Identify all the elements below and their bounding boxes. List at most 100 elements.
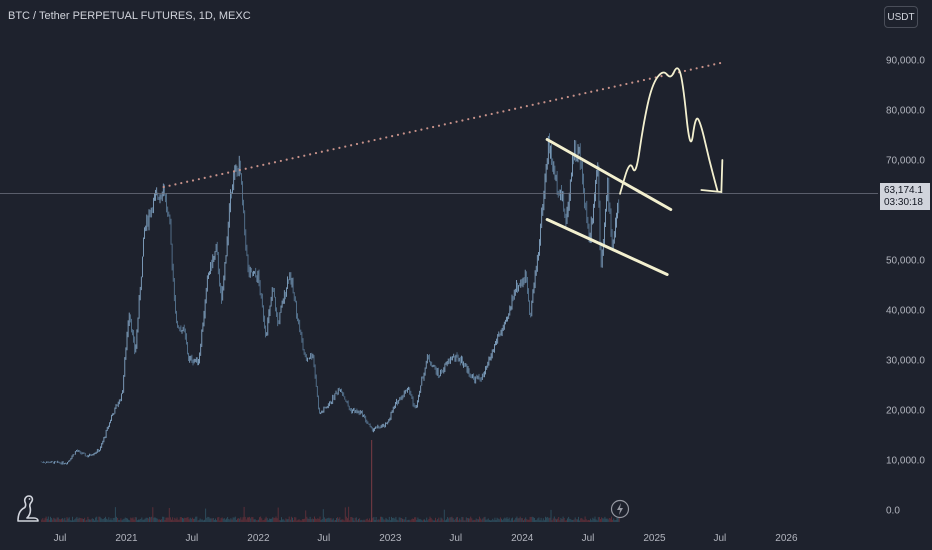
- bar-countdown: 03:30:18: [884, 197, 923, 208]
- volume-bar: [67, 518, 69, 522]
- volume-bar: [537, 518, 539, 522]
- volume-bar: [107, 519, 109, 522]
- volume-bar: [108, 517, 110, 522]
- volume-bar: [139, 519, 141, 522]
- volume-bar: [136, 520, 138, 522]
- volume-bar: [176, 517, 178, 522]
- volume-bar: [233, 517, 235, 522]
- volume-bar: [359, 518, 361, 522]
- volume-bar: [396, 519, 398, 522]
- volume-bar: [169, 517, 171, 522]
- volume-bar: [199, 518, 201, 522]
- volume-bar: [355, 517, 357, 522]
- volume-bar: [79, 517, 81, 522]
- volume-bar: [591, 520, 593, 522]
- volume-bar: [213, 519, 215, 522]
- volume-bar: [371, 440, 373, 522]
- volume-bar: [448, 518, 450, 522]
- volume-bar: [111, 520, 113, 522]
- volume-bar: [128, 519, 130, 522]
- volume-bar: [593, 518, 595, 522]
- volume-bar: [554, 518, 556, 522]
- volume-bar: [246, 517, 248, 522]
- price-axis: 90,000.0 80,000.0 70,000.0 50,000.0 40,000.0…: [886, 56, 925, 517]
- volume-bar: [365, 519, 367, 522]
- volume-bar: [305, 510, 307, 522]
- price-axis-panel[interactable]: [878, 0, 932, 550]
- currency-unit-button[interactable]: USDT: [884, 6, 918, 28]
- volume-bar: [102, 518, 104, 522]
- volume-bar: [424, 519, 426, 522]
- volume-bar: [103, 518, 105, 522]
- tradingview-dino-icon[interactable]: [14, 494, 40, 522]
- lightning-icon[interactable]: [610, 499, 630, 519]
- volume-bar: [362, 520, 364, 522]
- volume-bar: [41, 519, 43, 522]
- symbol-title[interactable]: BTC / Tether PERPETUAL FUTURES, 1D, MEXC: [8, 10, 251, 22]
- volume-bar: [607, 519, 609, 522]
- projection-path[interactable]: [618, 67, 719, 195]
- time-axis-panel[interactable]: [0, 522, 932, 550]
- volume-bar: [318, 518, 320, 522]
- projection-arrowhead[interactable]: [700, 159, 724, 193]
- volume-bar: [614, 520, 616, 522]
- volume-bar: [546, 517, 548, 522]
- volume-bar: [414, 517, 416, 522]
- volume-bar: [308, 519, 310, 522]
- volume-bar: [535, 520, 537, 522]
- volume-bar: [352, 517, 354, 522]
- channel-lower-line[interactable]: [545, 218, 669, 276]
- x-tick-label: 2023: [379, 533, 402, 544]
- volume-bar: [470, 516, 472, 522]
- volume-bar: [378, 519, 380, 522]
- volume-bar: [348, 506, 350, 522]
- volume-bar: [340, 519, 342, 522]
- volume-bar: [155, 518, 157, 522]
- volume-bar: [147, 518, 149, 522]
- volume-bar: [238, 518, 240, 522]
- volume-bar: [279, 520, 281, 522]
- volume-bar: [94, 520, 96, 522]
- volume-bar: [459, 518, 461, 522]
- channel-upper-line[interactable]: [545, 138, 673, 211]
- volume-bar: [196, 516, 198, 522]
- volume-bar: [608, 517, 610, 522]
- volume-bar: [515, 517, 517, 522]
- volume-bar: [505, 518, 507, 522]
- volume-bar: [468, 518, 470, 522]
- volume-bar: [231, 519, 233, 522]
- volume-bar: [296, 520, 298, 522]
- volume-bar: [426, 517, 428, 522]
- volume-bar: [325, 518, 327, 522]
- volume-bar: [248, 517, 250, 522]
- volume-bar: [306, 516, 308, 522]
- volume-bar: [87, 516, 89, 522]
- volume-bar: [113, 517, 115, 522]
- volume-bar: [292, 517, 294, 522]
- drawing-annotations[interactable]: [162, 60, 727, 276]
- volume-bar: [200, 519, 202, 522]
- volume-bar: [154, 517, 156, 522]
- volume-bar: [345, 516, 347, 522]
- last-price-tag: 63,174.1 03:30:18: [880, 183, 930, 210]
- volume-bar: [572, 519, 574, 522]
- volume-bar: [327, 518, 329, 522]
- volume-bar: [133, 519, 135, 522]
- volume-bar: [354, 517, 356, 522]
- volume-bar: [437, 519, 439, 522]
- volume-bar: [580, 518, 582, 522]
- dotted-resistance-trendline[interactable]: [162, 60, 727, 189]
- volume-bar: [319, 516, 321, 522]
- volume-bar: [563, 517, 565, 522]
- volume-bar: [83, 519, 85, 522]
- volume-bar: [516, 516, 518, 522]
- volume-bar: [143, 519, 145, 522]
- volume-bar: [208, 517, 210, 522]
- volume-bar: [163, 516, 165, 522]
- volume-bar: [158, 519, 160, 522]
- volume-bar: [436, 520, 438, 522]
- volume-bar: [116, 516, 118, 522]
- volume-bar: [174, 517, 176, 522]
- volume-bar: [328, 517, 330, 522]
